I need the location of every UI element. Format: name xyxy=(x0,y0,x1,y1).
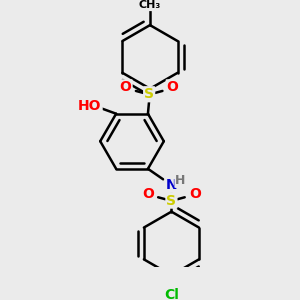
Text: O: O xyxy=(142,187,154,201)
Text: HO: HO xyxy=(78,99,102,113)
Text: N: N xyxy=(166,178,177,192)
Text: H: H xyxy=(176,174,186,187)
Text: S: S xyxy=(167,194,176,208)
Text: O: O xyxy=(120,80,132,94)
Text: O: O xyxy=(189,187,201,201)
Text: CH₃: CH₃ xyxy=(139,0,161,10)
Text: O: O xyxy=(167,80,178,94)
Text: S: S xyxy=(144,87,154,101)
Text: Cl: Cl xyxy=(164,288,179,300)
